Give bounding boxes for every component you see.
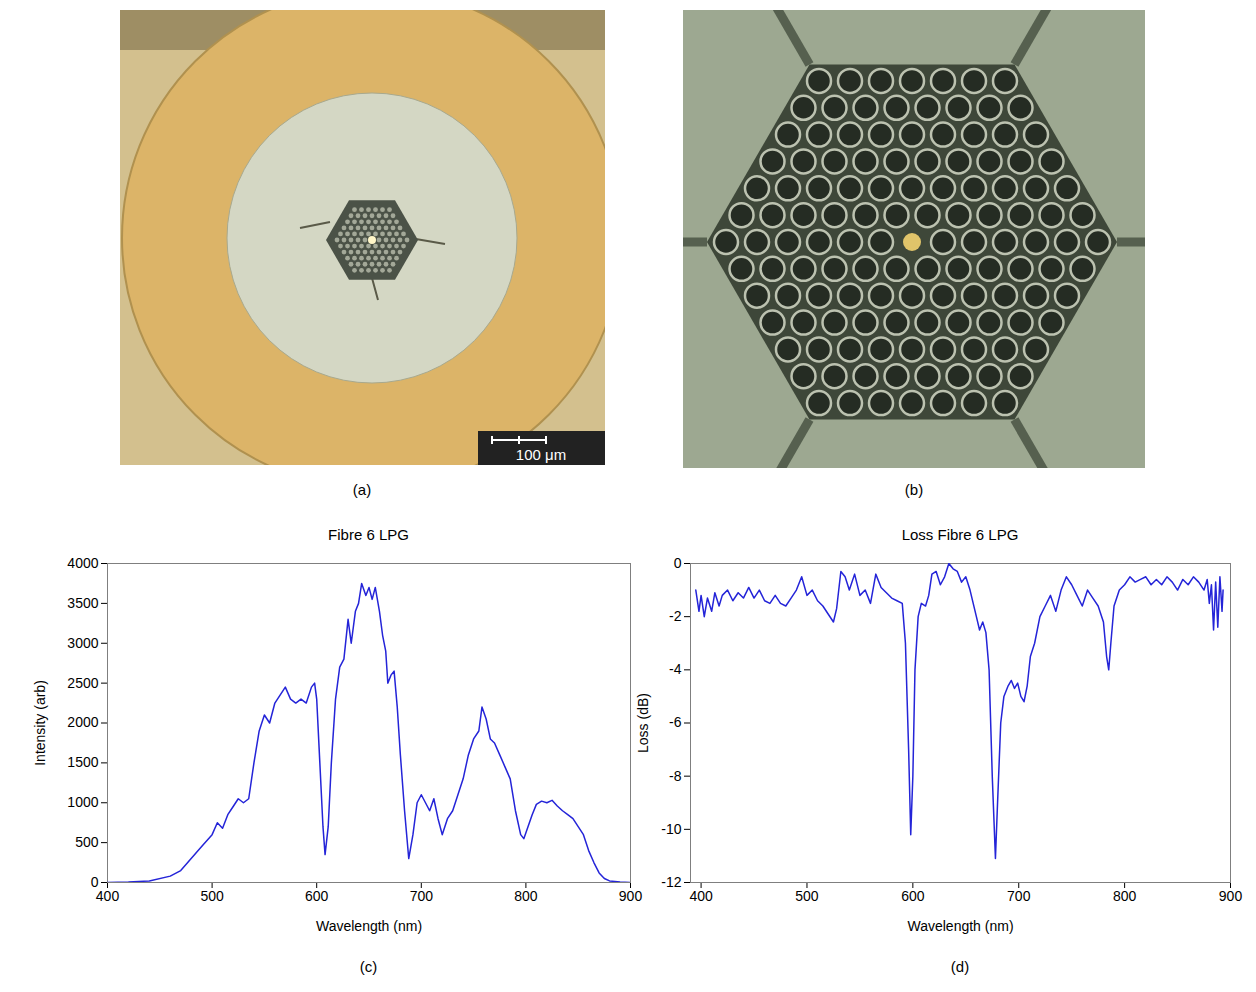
svg-text:100 μm: 100 μm	[516, 446, 566, 463]
svg-text:2500: 2500	[67, 675, 98, 691]
svg-text:-2: -2	[669, 608, 682, 624]
svg-text:Intensity (arb): Intensity (arb)	[32, 680, 48, 766]
svg-text:700: 700	[410, 888, 434, 904]
svg-text:500: 500	[200, 888, 224, 904]
svg-text:-8: -8	[669, 768, 682, 784]
svg-text:-10: -10	[661, 821, 681, 837]
html-text:Loss Fibre 6 LPG: Loss Fibre 6 LPG	[901, 526, 1019, 543]
svg-text:800: 800	[514, 888, 538, 904]
svg-text:600: 600	[901, 888, 925, 904]
svg-text:600: 600	[305, 888, 329, 904]
svg-text:-4: -4	[669, 661, 682, 677]
svg-text:0: 0	[674, 555, 682, 571]
svg-text:400: 400	[96, 888, 120, 904]
svg-text:4000: 4000	[67, 555, 98, 571]
svg-text:700: 700	[1007, 888, 1031, 904]
html-text:(a): (a)	[352, 481, 372, 498]
svg-text:0: 0	[90, 874, 99, 890]
svg-text:400: 400	[689, 888, 713, 904]
html-text:(d): (d)	[950, 958, 970, 975]
svg-text:900: 900	[1219, 888, 1243, 904]
svg-text:3000: 3000	[67, 635, 98, 651]
svg-text:Wavelength (nm): Wavelength (nm)	[907, 918, 1013, 934]
svg-text:Loss (dB): Loss (dB)	[635, 693, 651, 753]
svg-text:500: 500	[75, 834, 99, 850]
svg-text:-6: -6	[669, 714, 682, 730]
svg-text:2000: 2000	[67, 714, 98, 730]
svg-text:800: 800	[1113, 888, 1137, 904]
svg-text:1500: 1500	[67, 754, 98, 770]
html-text:Fibre 6 LPG: Fibre 6 LPG	[328, 526, 409, 543]
svg-text:1000: 1000	[67, 794, 98, 810]
svg-text:Wavelength (nm): Wavelength (nm)	[316, 918, 422, 934]
svg-text:900: 900	[619, 888, 643, 904]
svg-text:3500: 3500	[67, 595, 98, 611]
svg-text:500: 500	[795, 888, 819, 904]
html-text:(c): (c)	[359, 958, 378, 975]
svg-text:-12: -12	[661, 874, 681, 890]
html-text:(b): (b)	[904, 481, 924, 498]
